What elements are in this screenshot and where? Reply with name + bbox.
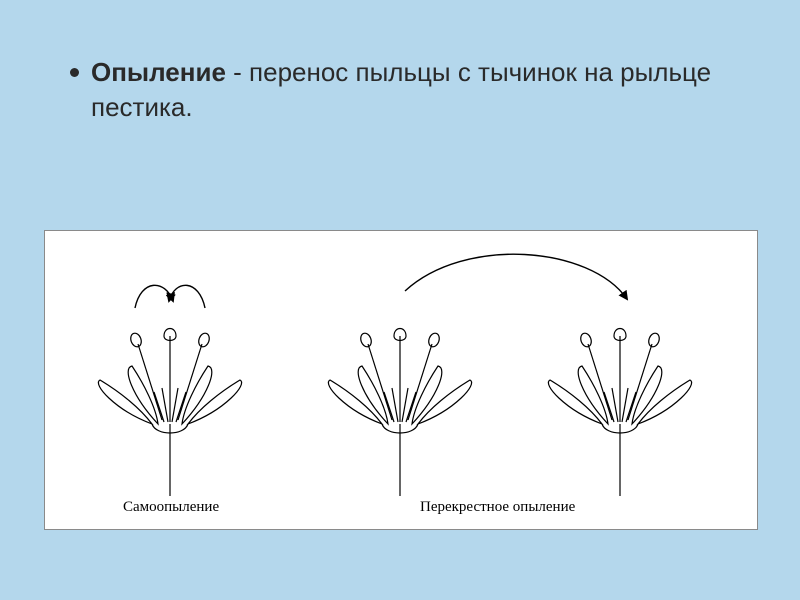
definition-text: Опыление - перенос пыльцы с тычинок на р… — [91, 55, 730, 125]
svg-text:Самоопыление: Самоопыление — [123, 499, 219, 515]
bullet-icon — [70, 68, 79, 77]
definition-block: Опыление - перенос пыльцы с тычинок на р… — [70, 55, 730, 125]
term: Опыление — [91, 57, 226, 87]
figure-panel: Самоопыление Перекрестное опыление — [44, 230, 758, 530]
pollination-diagram: Самоопыление Перекрестное опыление — [45, 231, 757, 529]
svg-text:Перекрестное опыление: Перекрестное опыление — [420, 499, 576, 515]
slide: Опыление - перенос пыльцы с тычинок на р… — [0, 0, 800, 600]
